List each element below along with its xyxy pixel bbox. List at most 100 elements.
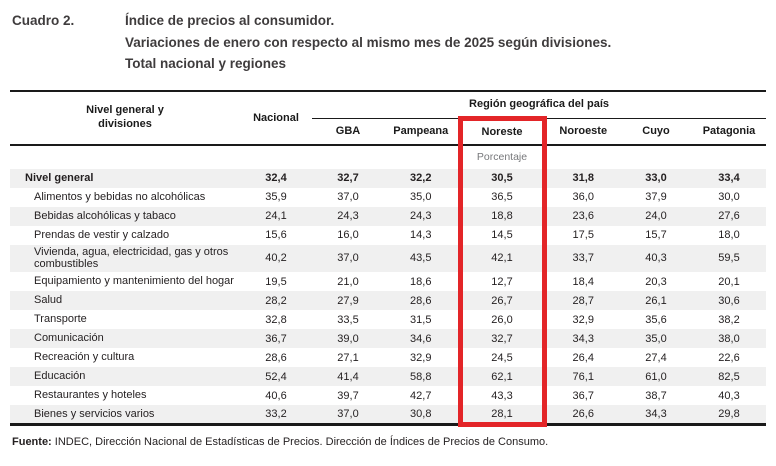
unit-cell [384, 145, 460, 169]
division-label: Transporte [34, 313, 87, 326]
value-cell: 38,7 [645, 389, 667, 402]
value-cell: 36,7 [265, 332, 287, 345]
value-cell: 29,8 [692, 405, 767, 426]
value-cell: 31,8 [572, 172, 594, 184]
division-label: Equipamiento y mantenimiento del hogar [34, 275, 234, 288]
value-cell: 33,5 [337, 313, 359, 326]
table-row: Recreación y cultura 28,6 27,1 32,9 24,5 26,4… [10, 348, 766, 368]
column-header-nacional: Nacional [240, 90, 312, 146]
unit-cell [620, 145, 692, 169]
value-cell: 30,0 [718, 191, 740, 203]
value-cell: 27,9 [337, 294, 359, 307]
value-cell: 43,3 [457, 386, 547, 406]
value-cell: 28,2 [265, 294, 287, 307]
region-header-row: GBA Pampeana Noreste Noroeste Cuyo Patag… [10, 116, 767, 146]
value-cell: 34,3 [620, 405, 692, 426]
value-cell: 14,3 [410, 229, 432, 241]
value-cell: 32,2 [410, 172, 432, 184]
source-label: Fuente: [12, 435, 52, 448]
table-body: Porcentaje Nivel general 32,4 32,7 32,2 30,5… [10, 144, 767, 427]
value-cell: 28,7 [572, 294, 594, 307]
source-note: Fuente: INDEC, Dirección Nacional de Est… [12, 436, 764, 448]
division-label: Educación [34, 370, 86, 383]
value-cell: 32,4 [265, 172, 287, 184]
value-cell: 76,1 [572, 370, 594, 383]
value-cell: 24,5 [457, 348, 547, 368]
value-cell: 82,5 [718, 370, 740, 383]
value-cell: 42,1 [457, 244, 547, 273]
division-label: Comunicación [34, 332, 104, 345]
value-cell: 27,6 [718, 210, 740, 222]
value-cell: 33,4 [718, 172, 740, 184]
value-cell: 12,7 [457, 272, 547, 292]
table-row: Prendas de vestir y calzado 15,6 16,0 14,3 1… [10, 225, 766, 245]
value-cell: 37,9 [645, 191, 667, 203]
value-cell: 18,4 [572, 275, 594, 288]
region-header: Noreste [457, 116, 547, 146]
table-title-block: Cuadro 2. Índice de precios al consumido… [0, 0, 776, 75]
region-header: GBA [312, 118, 384, 146]
region-header: Cuyo [620, 118, 692, 146]
value-cell: 52,4 [265, 370, 287, 383]
value-cell: 34,3 [572, 332, 594, 345]
value-cell: 39,7 [337, 389, 359, 402]
table-row: Comunicación 36,7 39,0 34,6 32,7 34,3 35,0 38,0 [10, 329, 767, 349]
value-cell: 26,4 [572, 351, 594, 364]
value-cell: 37,0 [337, 191, 359, 203]
value-cell: 35,0 [645, 332, 667, 345]
column-header-divisions: Nivel general y divisiones [10, 90, 240, 146]
division-label: Bienes y servicios varios [10, 405, 240, 426]
value-cell: 58,8 [410, 370, 432, 383]
value-cell: 35,0 [410, 191, 432, 203]
table-row: Educación 52,4 41,4 58,8 62,1 76,1 61,0 82,5 [10, 367, 767, 387]
value-cell: 37,0 [337, 252, 359, 265]
title-line-1: Índice de precios al consumidor. [125, 13, 335, 28]
value-cell: 22,6 [718, 351, 740, 364]
value-cell: 14,5 [457, 225, 547, 245]
value-cell: 61,0 [645, 370, 667, 383]
division-label: Nivel general [25, 171, 94, 184]
table-row: Bebidas alcohólicas y tabaco 24,1 24,3 24,3… [10, 206, 767, 226]
value-cell: 20,1 [718, 275, 740, 288]
value-cell: 35,6 [645, 313, 667, 326]
table-row: Alimentos y bebidas no alcohólicas 35,9 37… [10, 187, 766, 207]
value-cell: 40,3 [718, 389, 740, 402]
value-cell: 24,3 [410, 210, 432, 222]
source-text: INDEC, Dirección Nacional de Estadística… [51, 435, 549, 448]
division-label: Vivienda, agua, electricidad, gas y otro… [34, 245, 229, 271]
cpi-table-container: Nivel general y divisiones Nacional Regi… [10, 89, 767, 427]
column-group-header-region: Región geográfica del país [312, 90, 767, 119]
region-header: Pampeana [384, 118, 460, 146]
division-label: Alimentos y bebidas no alcohólicas [34, 190, 206, 203]
value-cell: 32,7 [337, 172, 359, 184]
value-cell: 19,5 [265, 275, 287, 288]
table-row: Nivel general 32,4 32,7 32,2 30,5 31,8 33,0 33,… [10, 168, 767, 188]
value-cell: 59,5 [718, 252, 740, 265]
value-cell: 40,2 [265, 252, 287, 265]
value-cell: 62,1 [457, 367, 547, 387]
table-row: Restaurantes y hoteles 40,6 39,7 42,7 43,3 36… [10, 386, 766, 406]
table-row: Vivienda, agua, electricidad, gas y otro… [10, 244, 767, 273]
unit-cell: Porcentaje [457, 144, 547, 169]
table-row: Bienes y servicios varios 33,2 37,0 30,8 28,… [10, 405, 767, 427]
value-cell: 27,1 [337, 351, 359, 364]
value-cell: 35,9 [265, 191, 287, 203]
value-cell: 26,7 [457, 291, 547, 311]
value-cell: 27,4 [645, 351, 667, 364]
value-cell: 32,8 [265, 313, 287, 326]
value-cell: 18,8 [457, 206, 547, 226]
value-cell: 38,0 [718, 332, 740, 345]
value-cell: 36,0 [572, 191, 594, 203]
value-cell: 38,2 [718, 313, 740, 326]
division-label: Recreación y cultura [34, 351, 135, 364]
region-header: Patagonia [692, 118, 767, 146]
value-cell: 26,1 [645, 294, 667, 307]
value-cell: 30,6 [718, 294, 740, 307]
division-label: Prendas de vestir y calzado [34, 228, 170, 241]
value-cell: 41,4 [337, 370, 359, 383]
value-cell: 32,9 [572, 313, 594, 326]
table-number-label: Cuadro 2. [12, 13, 75, 28]
value-cell: 30,8 [384, 405, 460, 426]
value-cell: 32,9 [410, 351, 432, 364]
value-cell: 17,5 [572, 229, 594, 241]
